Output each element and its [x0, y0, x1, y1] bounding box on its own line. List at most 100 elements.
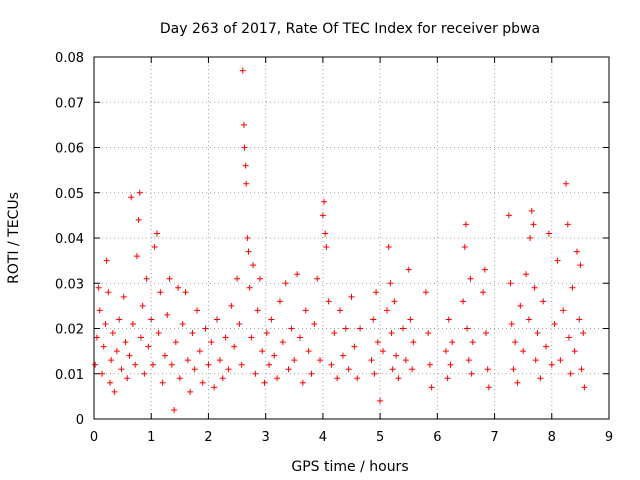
y-tick-label: 0.05 [55, 187, 84, 202]
x-tick-label: 0 [90, 430, 98, 445]
data-point [469, 339, 476, 346]
data-point [159, 379, 166, 386]
data-point [151, 244, 158, 251]
data-point [467, 275, 474, 282]
data-point [268, 316, 275, 323]
data-point [176, 375, 183, 382]
data-point [387, 280, 394, 287]
data-point [103, 257, 110, 264]
data-point [143, 275, 150, 282]
data-point [179, 320, 186, 327]
data-point [120, 293, 127, 300]
data-point [246, 284, 253, 291]
data-point [576, 316, 583, 323]
data-point [540, 298, 547, 305]
data-point [305, 348, 312, 355]
data-point [133, 253, 140, 260]
data-point [514, 379, 521, 386]
data-point [348, 293, 355, 300]
x-tick-label: 9 [605, 430, 613, 445]
data-point [234, 275, 241, 282]
data-point [285, 366, 292, 373]
data-point [276, 298, 283, 305]
data-point [482, 330, 489, 337]
data-point [388, 330, 395, 337]
x-tick-label: 2 [204, 430, 212, 445]
data-point [377, 397, 384, 404]
data-point [342, 325, 349, 332]
data-point [528, 207, 535, 214]
data-point [139, 302, 146, 309]
data-point [113, 348, 120, 355]
data-point [445, 316, 452, 323]
data-point [481, 266, 488, 273]
data-point [211, 384, 218, 391]
data-point [512, 339, 519, 346]
data-point [545, 230, 552, 237]
data-point [216, 357, 223, 364]
x-tick-label: 8 [548, 430, 556, 445]
data-point [317, 357, 324, 364]
data-point [345, 366, 352, 373]
data-point [274, 375, 281, 382]
data-point [389, 366, 396, 373]
data-point [569, 284, 576, 291]
data-point [243, 180, 250, 187]
data-point [510, 366, 517, 373]
data-point [371, 370, 378, 377]
data-point [208, 339, 215, 346]
data-point [99, 370, 106, 377]
data-point [374, 339, 381, 346]
data-point [442, 348, 449, 355]
axis-ticks: 0 0.01 0.02 0.03 0.04 0.05 0.06 0.07 0.08 0 1 2 3 4 5 6… [55, 51, 613, 445]
data-point [577, 262, 584, 269]
data-point [129, 320, 136, 327]
data-point [259, 348, 266, 355]
data-point [124, 375, 131, 382]
chart-title: Day 263 of 2017, Rate Of TEC Index for r… [160, 21, 540, 37]
data-point [468, 370, 475, 377]
x-tick-label: 4 [319, 430, 327, 445]
data-point [132, 361, 139, 368]
data-point [354, 375, 361, 382]
data-point [426, 361, 433, 368]
data-point [385, 244, 392, 251]
data-point [250, 262, 257, 269]
data-point [308, 370, 315, 377]
data-point [271, 352, 278, 359]
y-tick-label: 0.08 [55, 51, 84, 66]
data-point [462, 221, 469, 228]
data-point [256, 275, 263, 282]
data-point [532, 357, 539, 364]
data-point [578, 366, 585, 373]
data-point [92, 361, 99, 368]
data-point [196, 348, 203, 355]
x-tick-label: 3 [262, 430, 270, 445]
data-point [465, 357, 472, 364]
data-point [100, 343, 107, 350]
data-point [157, 289, 164, 296]
data-point [311, 320, 318, 327]
data-point [530, 221, 537, 228]
data-point [323, 244, 330, 251]
data-point [116, 316, 123, 323]
y-tick-label: 0.07 [55, 96, 84, 111]
data-point [409, 366, 416, 373]
data-point [263, 330, 270, 337]
data-point [334, 375, 341, 382]
data-point [534, 330, 541, 337]
data-point [319, 212, 326, 219]
x-tick-label: 6 [433, 430, 441, 445]
data-point [405, 266, 412, 273]
data-point [351, 343, 358, 350]
data-point [422, 289, 429, 296]
data-point [580, 330, 587, 337]
y-tick-label: 0.06 [55, 142, 84, 157]
y-tick-label: 0 [76, 413, 84, 428]
data-point [322, 230, 329, 237]
data-point [527, 235, 534, 241]
data-point [402, 357, 409, 364]
data-point [171, 406, 178, 413]
data-point [548, 361, 555, 368]
data-point [136, 189, 143, 196]
